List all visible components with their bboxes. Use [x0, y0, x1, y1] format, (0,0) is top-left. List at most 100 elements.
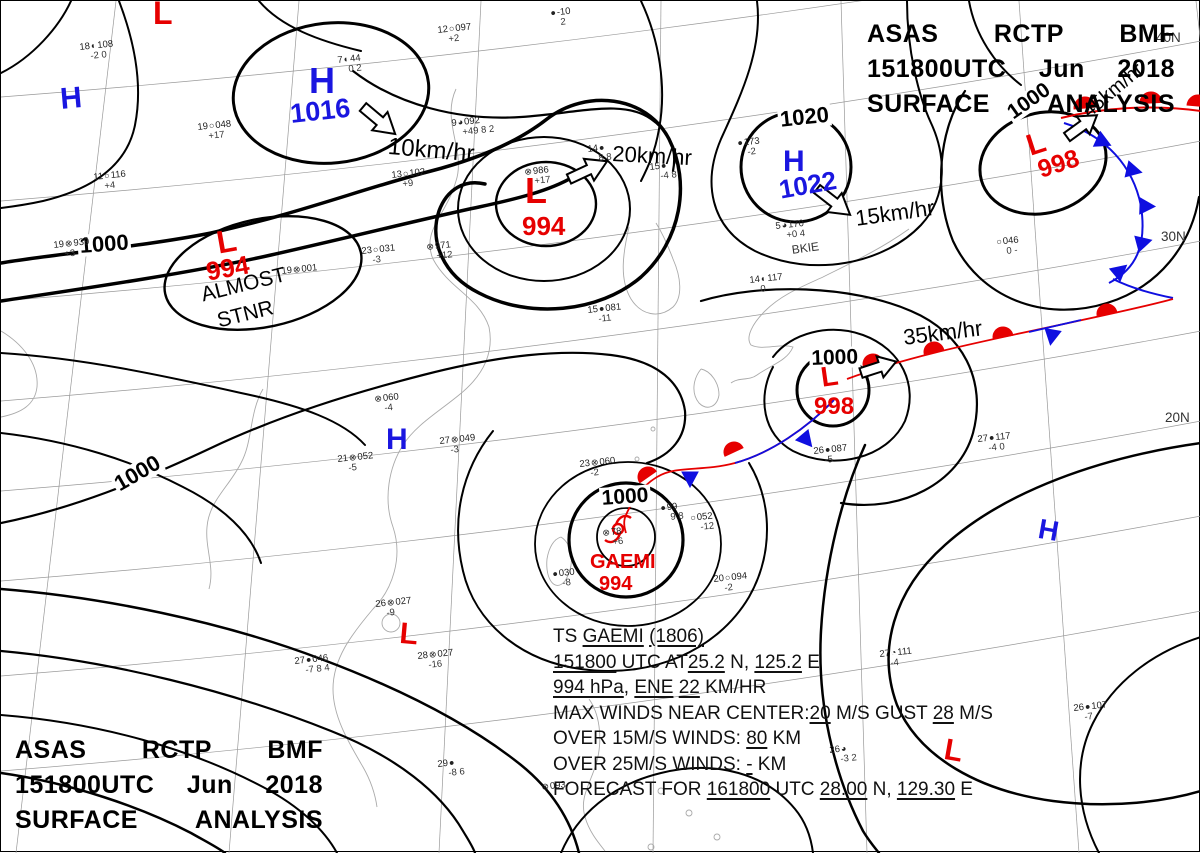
isobar-high-1022-outer [710, 1, 943, 267]
isobar-s-1 [560, 766, 814, 853]
isobar-label-1020: 1020 [777, 101, 832, 132]
tropical-storm-icon [604, 514, 632, 544]
isobar-low-994w [163, 215, 363, 331]
header-word: 2018 [1117, 55, 1175, 83]
coast-left-blob [1, 330, 38, 418]
coast-kyushu [693, 368, 720, 408]
storm-info-line-7: FORECAST FOR 161800 UTC 28.00 N, 129.30 … [553, 777, 993, 803]
header-word: SURFACE [15, 806, 138, 834]
station-plot: ⊗060 -4 [373, 391, 400, 414]
isobar-gaemi-outer [534, 461, 722, 627]
isobar-sw-4 [1, 771, 227, 853]
arrow-low-998c [858, 354, 898, 380]
station-plot: ○052 -12 [689, 511, 715, 534]
coast-hainan [381, 613, 401, 633]
station-plot: 23⊗060 -2 [579, 455, 617, 480]
coast-island-1 [650, 426, 656, 432]
lat-label-20n: 20N [1165, 410, 1190, 425]
header-line-1: ASAS RCTP BMF [15, 733, 323, 768]
station-plot: 15● -4 8 [649, 160, 677, 183]
station-cloud-symbol: ● [448, 757, 455, 768]
header-word: SURFACE [867, 90, 990, 118]
storm-info-text: OVER 25M/S WINDS: [553, 753, 747, 775]
coast-luzon [583, 698, 606, 852]
storm-info-value: 994 hPa [553, 677, 624, 698]
coast-island-5 [685, 809, 693, 817]
storm-info-line-2: 151800 UTC AT25.2 N, 125.2 E [553, 650, 993, 676]
header-word: BMF [267, 736, 323, 764]
station-value: 18 [78, 40, 91, 53]
station-value: 13 [390, 168, 403, 181]
isobar-gaemi-sweep [457, 430, 768, 673]
station-cloud-symbol: ○ [724, 572, 731, 583]
station-plot: 12○097 +2 [436, 21, 473, 45]
low-value-994e: 994 [522, 211, 566, 241]
isobar-sw-3 [1, 714, 338, 853]
title-block-bottom-left: ASAS RCTP BMF 151800UTC Jun 2018 SURFACE ANALYS… [15, 733, 323, 838]
station-value: 14 [586, 142, 599, 155]
storm-info-value: 20 [809, 702, 831, 724]
station-cloud-symbol: ◕ [781, 219, 788, 231]
fronts-layer [623, 91, 1200, 534]
isobar-w-1 [1, 352, 366, 446]
station-plot: 29● -8 6 [437, 757, 465, 780]
header-word: 151800UTC [867, 55, 1007, 83]
storm-info-value: 151800 [553, 651, 617, 673]
station-plot: 26⊗027 -9 [374, 595, 413, 620]
lat-label-40n: 40N [1156, 30, 1181, 45]
storm-info-value: 22 [678, 677, 700, 698]
isobar-se-2 [819, 443, 881, 853]
storm-info-value: 80 [746, 728, 768, 749]
station-value: 939 [72, 236, 90, 249]
station-value: 027 [394, 595, 412, 608]
station-cloud-symbol: ● [1084, 701, 1091, 712]
high-letter-c: H [386, 423, 408, 456]
storm-info-text: KM [752, 753, 787, 775]
storm-info-text: KM/HR [699, 677, 767, 698]
station-cloud-symbol: ⊗ [425, 241, 435, 252]
station-plot: 27●046 -7 8 4 [293, 652, 330, 676]
storm-info-text: UTC [770, 779, 820, 800]
station-cloud-symbol: ⊗ [292, 264, 301, 275]
station-value: 052 [356, 450, 374, 463]
warm-front-ne [1060, 91, 1200, 119]
station-value: 14 [748, 273, 761, 286]
coast-island-2 [634, 456, 640, 462]
station-value: 087 [830, 442, 848, 456]
arrow-low-998n [1062, 114, 1099, 143]
station-value: 19 [52, 238, 65, 251]
storm-info-value: 28 [932, 702, 954, 724]
storm-info-text: MAX WINDS NEAR CENTER: [553, 702, 810, 724]
storm-info-value: 28.00 [819, 779, 868, 800]
station-plot: ⊗78 +6 [601, 526, 624, 549]
station-value: 26 [812, 444, 825, 457]
station-cloud-symbol: ● [598, 142, 605, 153]
station-value: 27 [293, 654, 306, 667]
storm-info-text: TS [553, 626, 583, 647]
header-line-3: SURFACE ANALYSIS [15, 803, 323, 838]
station-value: 26 [374, 597, 387, 610]
storm-info-text: N, [867, 779, 897, 800]
storm-info-block: TS GAEMI (1806) 151800 UTC AT25.2 N, 125.… [553, 624, 993, 803]
isobar-1000-sw [1, 351, 687, 525]
header-word: Jun [1038, 55, 1085, 83]
storm-info-value: 161800 [706, 779, 771, 800]
storm-info-line-3: 994 hPa, ENE 22 KM/HR [553, 675, 993, 701]
station-cloud-symbol: ○ [372, 244, 379, 255]
station-value: 27 [976, 432, 989, 445]
station-cloud-symbol: ● [598, 303, 605, 314]
station-plot: ○046 0 - [995, 235, 1020, 258]
storm-info-text: KM [767, 728, 802, 749]
station-plot: 21⊗052 -5 [337, 450, 375, 475]
station-plot: 14● 8 8 [586, 142, 612, 165]
station-plot: 11○116 +4 [93, 169, 127, 193]
station-value: 12 [436, 23, 449, 36]
stationary-front-c [846, 298, 1174, 380]
station-plot: 14◐117 0 [748, 272, 784, 296]
isobar-label-1000-g: 1000 [599, 483, 652, 510]
isobar-gaemi-1000 [567, 481, 685, 599]
station-value: 15 [648, 160, 661, 173]
station-plot: 19○048 +17 [196, 118, 233, 142]
station-value: 19 [196, 120, 209, 133]
storm-info-value: 129.30 [896, 779, 956, 800]
